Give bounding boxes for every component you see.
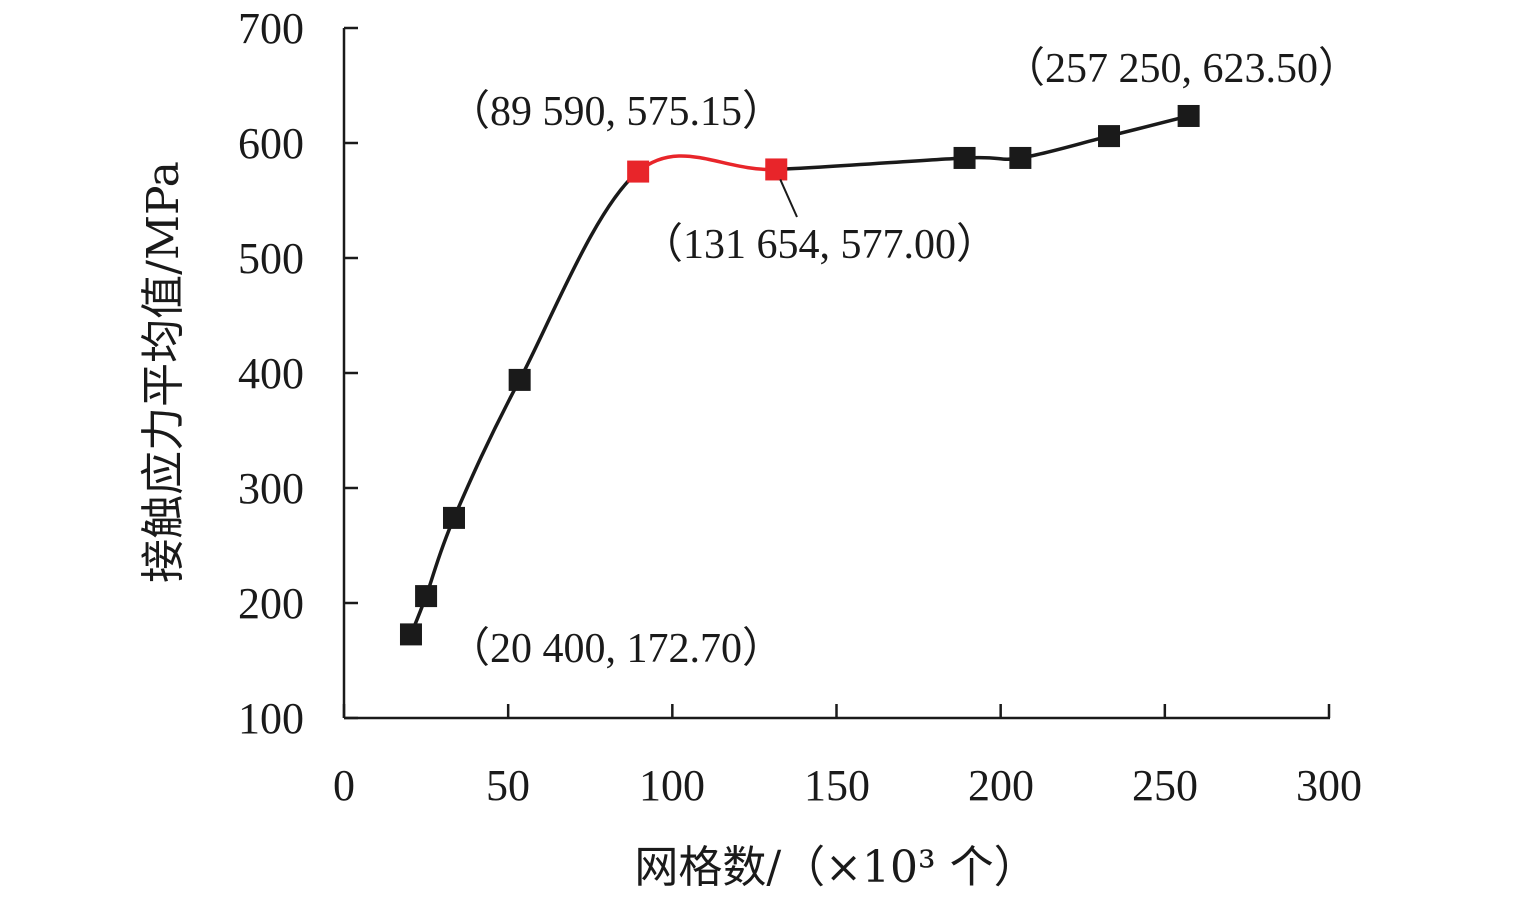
annotation-label: （20 400, 172.70）	[448, 626, 784, 672]
y-tick-label: 200	[238, 579, 304, 628]
curve-segment	[776, 156, 965, 172]
x-tick-labels: 0 50 100 150 200 250 300	[333, 761, 1362, 810]
series-markers	[399, 104, 1200, 646]
x-tick-marks	[342, 704, 1331, 718]
data-point	[442, 506, 465, 529]
y-tick-labels: 100 200 300 400 500 600 700	[238, 4, 304, 743]
annotation-label: （257 250, 623.50）	[1003, 46, 1360, 92]
x-tick-label: 0	[333, 761, 355, 810]
highlight-curve-segment	[637, 154, 777, 173]
annotation-label: （131 654, 577.00）	[641, 222, 998, 268]
y-tick-label: 500	[238, 234, 304, 283]
curve-segment	[1020, 134, 1110, 160]
x-tick-label: 200	[968, 761, 1034, 810]
annotation-label: （89 590, 575.15）	[448, 89, 784, 135]
data-point	[508, 368, 531, 391]
data-point	[1177, 104, 1200, 127]
x-tick-label: 150	[804, 761, 870, 810]
annotation-leader-line	[779, 179, 798, 218]
data-point	[1098, 125, 1121, 148]
y-tick-label: 400	[238, 349, 304, 398]
curve-segment	[518, 170, 640, 381]
y-tick-label: 600	[238, 119, 304, 168]
y-axis-title: 接触应力平均值/MPa	[138, 161, 189, 583]
data-point	[953, 146, 976, 169]
y-tick-marks	[344, 26, 358, 720]
curve-segment	[1108, 114, 1190, 138]
curve-segment	[452, 379, 522, 519]
highlight-data-point	[765, 158, 788, 181]
data-point	[1009, 146, 1032, 169]
axes	[342, 26, 1331, 720]
y-tick-label: 300	[238, 464, 304, 513]
x-axis-title: 网格数/（×10³ 个）	[634, 842, 1037, 893]
curve-segment	[424, 517, 456, 597]
highlight-data-point	[627, 160, 650, 183]
y-tick-label: 700	[238, 4, 304, 53]
annotations: （257 250, 623.50） （89 590, 575.15） （131 …	[448, 46, 1360, 672]
data-point	[399, 623, 422, 646]
x-tick-label: 300	[1296, 761, 1362, 810]
data-point	[415, 585, 438, 608]
x-tick-label: 100	[639, 761, 705, 810]
x-tick-label: 250	[1132, 761, 1198, 810]
x-tick-label: 50	[486, 761, 530, 810]
y-tick-label: 100	[238, 694, 304, 743]
